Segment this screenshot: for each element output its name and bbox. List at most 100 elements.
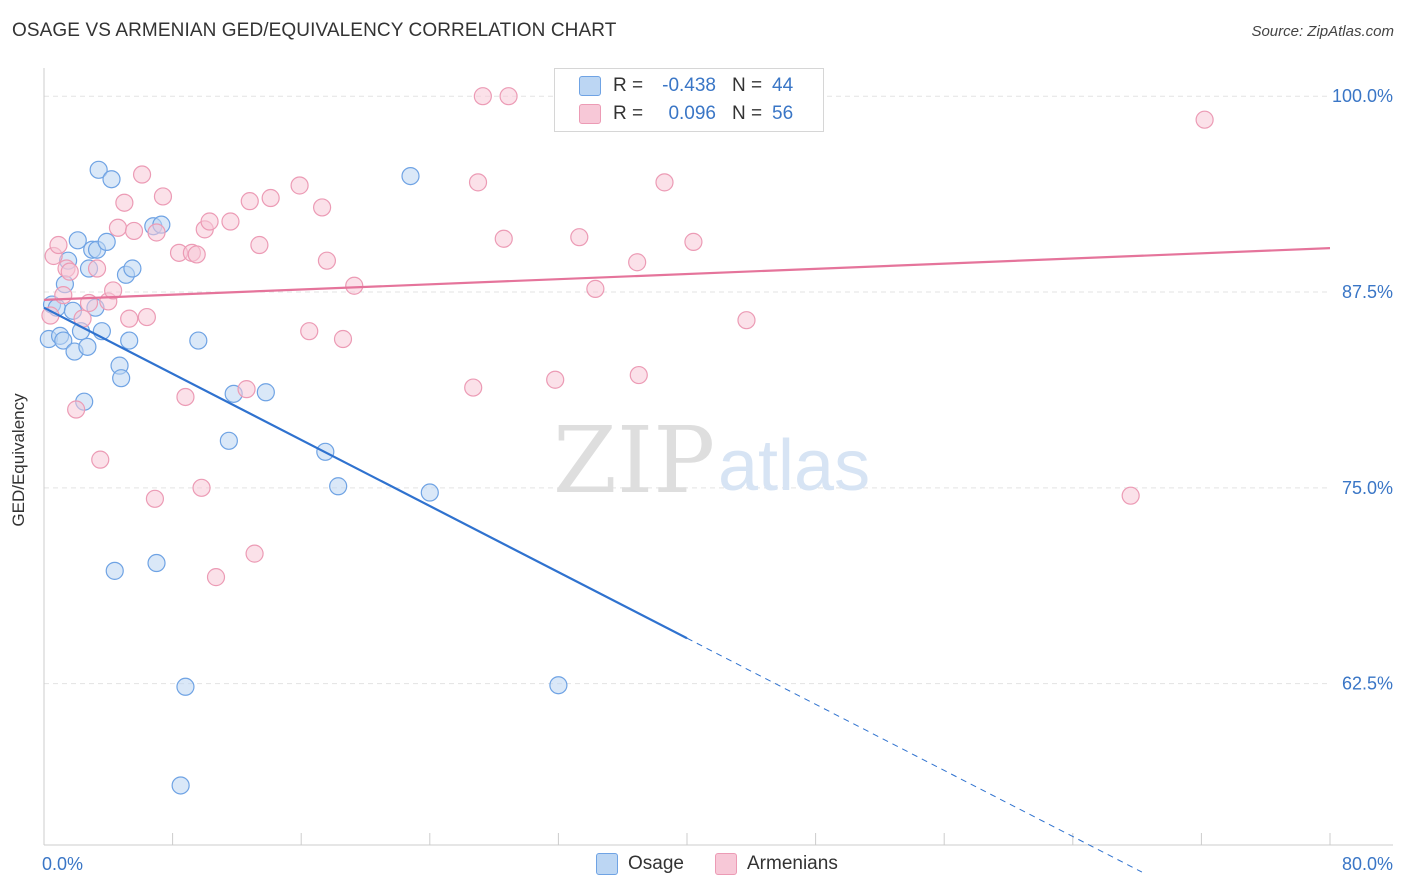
osage-point xyxy=(176,677,195,696)
armenians-point xyxy=(240,192,259,211)
armenians-point xyxy=(570,228,589,247)
armenians-point xyxy=(192,478,211,497)
armenians-point xyxy=(737,311,756,330)
armenians-point xyxy=(546,370,565,389)
osage-point xyxy=(78,337,97,356)
osage-point xyxy=(102,170,121,189)
armenians-point xyxy=(473,87,492,106)
armenians-point xyxy=(290,176,309,195)
armenians-point xyxy=(108,218,128,237)
osage-trend-extension xyxy=(686,637,1143,873)
armenians-point xyxy=(120,309,139,328)
y-tick-label: 100.0% xyxy=(1332,86,1393,106)
osage-point xyxy=(420,483,439,502)
source-label: Source: ZipAtlas.com xyxy=(1251,23,1394,40)
osage-point xyxy=(123,259,142,278)
armenians-points xyxy=(41,87,1214,587)
correlation-legend: R = -0.438 N = 44 R = 0.096 N = 56 xyxy=(554,68,824,132)
legend-n-label: N = xyxy=(732,103,763,124)
osage-point xyxy=(68,231,87,250)
osage-point xyxy=(54,331,73,350)
armenians-point xyxy=(261,188,280,208)
y-tick-label: 75.0% xyxy=(1342,478,1393,498)
x-tick-label: 80.0% xyxy=(1342,854,1393,874)
watermark: ZIP atlas xyxy=(553,407,870,514)
armenians-point xyxy=(200,212,219,231)
legend-r-value: -0.438 xyxy=(662,75,716,96)
armenians-point xyxy=(124,221,144,241)
armenians-point xyxy=(115,193,134,212)
armenians-point xyxy=(221,212,240,231)
legend-item-osage: Osage xyxy=(596,852,684,876)
legend-item-armenians: Armenians xyxy=(715,852,838,876)
legend-r-label: R = xyxy=(613,75,644,96)
legend-r-label: R = xyxy=(613,103,644,124)
osage-legend-swatch xyxy=(596,853,618,875)
trend-lines xyxy=(43,247,1331,873)
armenians-point xyxy=(87,259,107,278)
osage-point xyxy=(112,369,131,388)
osage-legend-label: Osage xyxy=(628,853,684,874)
osage-trend-line xyxy=(43,306,688,640)
osage-point xyxy=(171,776,190,795)
osage-swatch xyxy=(579,76,601,96)
armenians-point xyxy=(300,322,319,341)
watermark-zip: ZIP xyxy=(553,407,715,514)
armenians-point xyxy=(67,400,86,419)
armenians-point xyxy=(629,365,648,385)
armenians-point xyxy=(245,544,264,563)
legend-r-value: 0.096 xyxy=(668,103,716,124)
osage-point xyxy=(219,431,238,450)
osage-point xyxy=(89,160,108,179)
armenians-point xyxy=(206,568,226,587)
osage-points xyxy=(39,160,568,795)
armenians-point xyxy=(60,262,79,281)
armenians-point xyxy=(499,87,518,106)
watermark-atlas: atlas xyxy=(718,426,870,506)
armenians-point xyxy=(176,387,195,407)
armenians-point xyxy=(49,235,68,255)
armenians-point xyxy=(145,489,165,508)
armenians-point xyxy=(468,173,488,192)
osage-point xyxy=(329,477,348,496)
armenians-legend-swatch xyxy=(715,853,737,875)
armenians-point xyxy=(345,276,364,295)
armenians-point xyxy=(91,450,110,469)
armenians-point xyxy=(628,253,647,272)
axes xyxy=(43,68,1393,846)
armenians-point xyxy=(1121,486,1140,505)
osage-point xyxy=(105,561,124,580)
y-tick-label: 62.5% xyxy=(1342,674,1393,694)
armenians-point xyxy=(147,223,166,242)
osage-point xyxy=(401,166,420,186)
osage-point xyxy=(120,331,139,350)
osage-point xyxy=(189,331,208,350)
armenians-point xyxy=(187,245,206,264)
armenians-point xyxy=(132,165,152,184)
legend-row-armenians: R = 0.096 N = 56 xyxy=(555,102,823,126)
armenians-trend-line xyxy=(43,247,1331,301)
armenians-point xyxy=(317,251,337,270)
armenians-point xyxy=(104,281,123,300)
armenians-point xyxy=(464,378,483,397)
armenians-point xyxy=(333,329,353,349)
osage-point xyxy=(147,553,166,573)
legend-n-label: N = xyxy=(732,75,763,96)
armenians-point xyxy=(684,232,703,251)
armenians-legend-label: Armenians xyxy=(747,853,838,874)
armenians-point xyxy=(237,380,256,399)
legend-n-value: 56 xyxy=(772,103,794,124)
armenians-point xyxy=(586,279,605,298)
osage-point xyxy=(97,232,116,251)
armenians-point xyxy=(655,173,674,192)
chart-title: OSAGE VS ARMENIAN GED/EQUIVALENCY CORREL… xyxy=(12,20,617,41)
osage-point xyxy=(549,676,568,695)
armenians-point xyxy=(153,187,173,206)
armenians-point xyxy=(1195,110,1214,129)
tick-labels: 100.0% 87.5% 75.0% 62.5% 0.0% 80.0% xyxy=(42,86,1393,874)
osage-point xyxy=(256,383,275,402)
legend-row-osage: R = -0.438 N = 44 xyxy=(555,74,823,98)
armenians-point xyxy=(250,235,269,255)
armenians-point xyxy=(312,198,332,217)
armenians-point xyxy=(54,286,73,305)
